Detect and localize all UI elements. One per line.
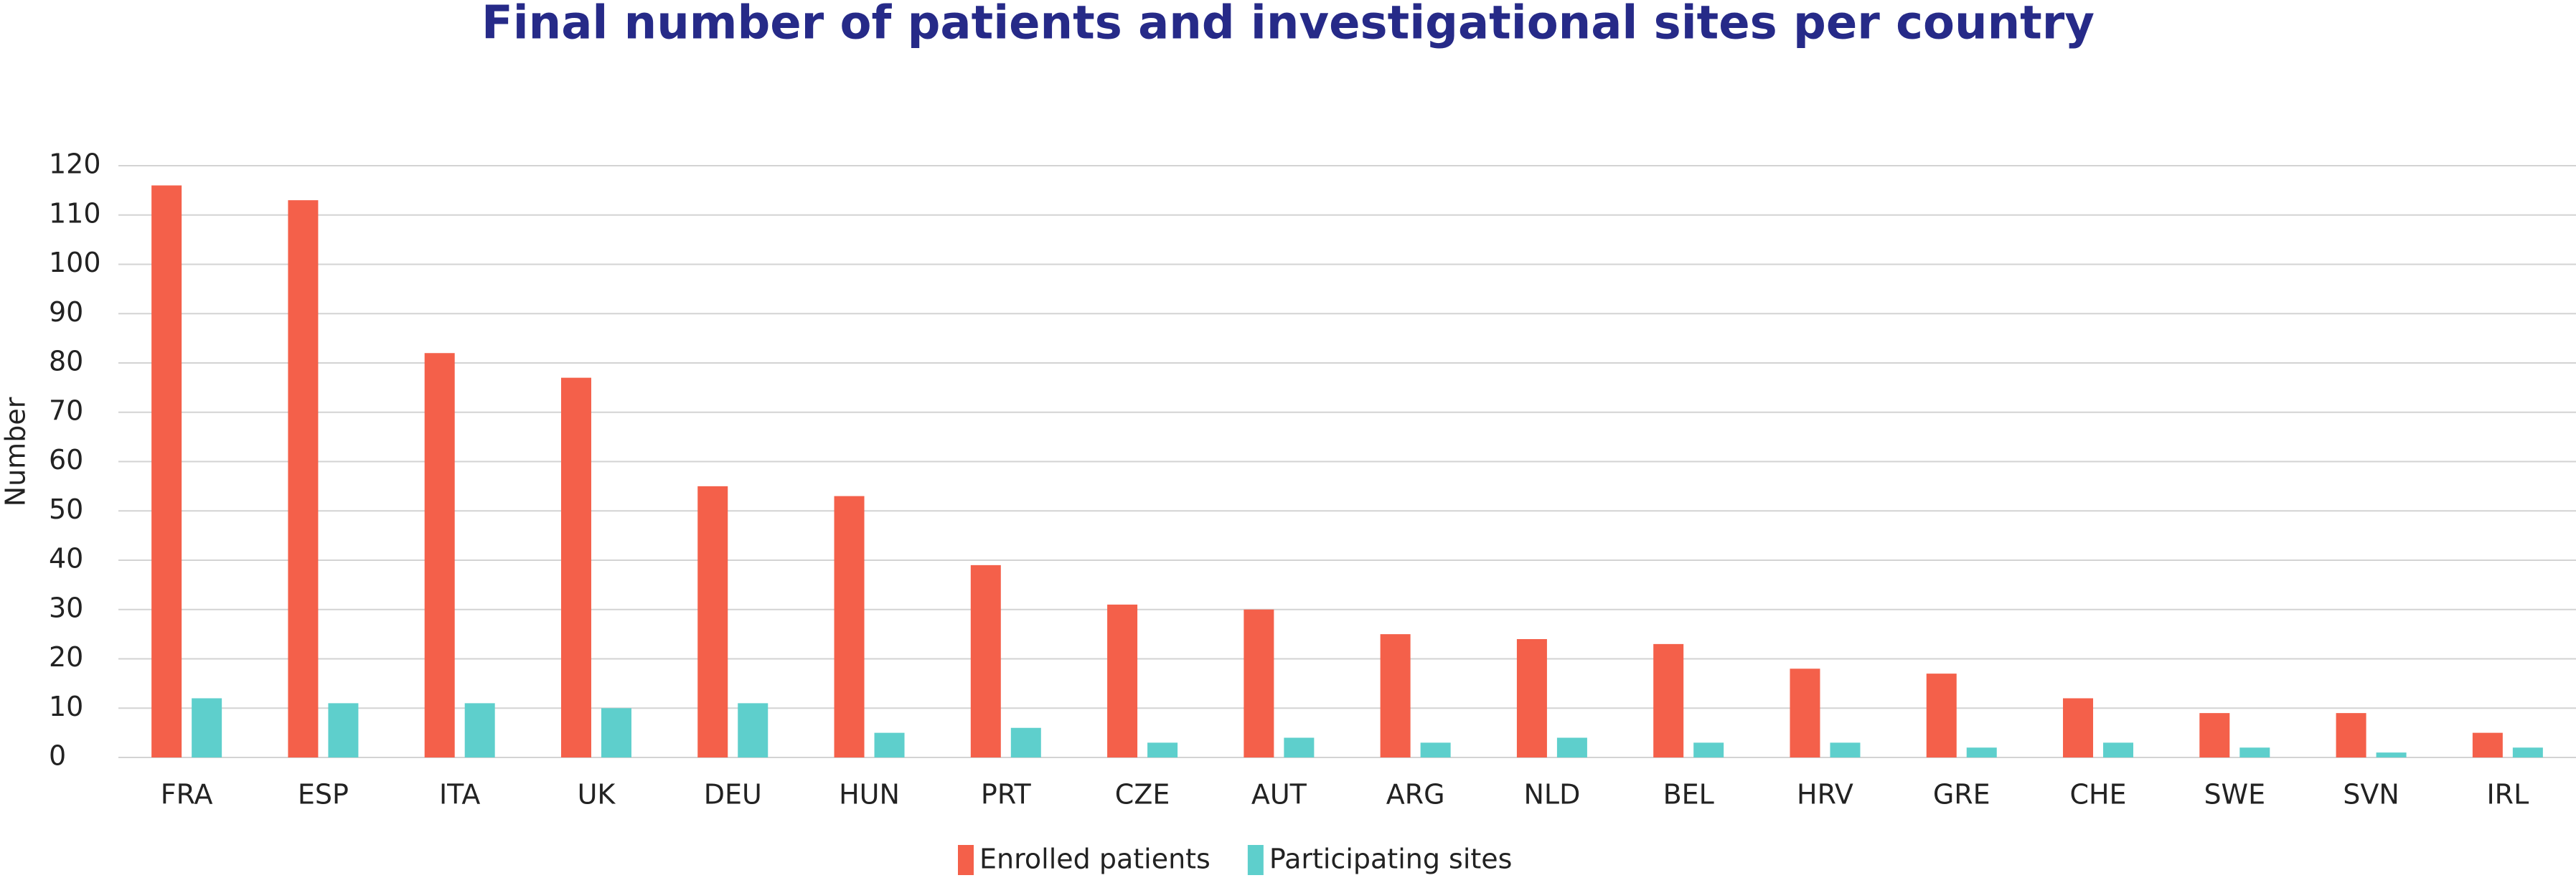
y-tick-label: 70 [49,395,83,426]
bar [424,353,455,757]
x-tick-label: HRV [1797,779,1853,811]
bar [192,698,222,757]
bar [601,708,631,757]
y-tick-label: 50 [49,493,83,525]
bar [1244,609,1274,757]
bar [2103,742,2134,757]
bar [1693,742,1724,757]
y-tick-label: 100 [49,247,101,278]
legend-label: Participating sites [1269,844,1513,875]
bar [697,486,728,757]
bar [1420,742,1451,757]
x-tick-label: ITA [439,779,480,811]
x-tick-label: SVN [2343,779,2399,811]
x-tick-label: DEU [704,779,762,811]
x-tick-label: UK [578,779,616,811]
bar [1790,669,1820,757]
chart-title: Final number of patients and investigati… [481,0,2095,50]
x-tick-label: CHE [2069,779,2126,811]
y-tick-label: 110 [49,197,101,229]
y-axis-label: Number [0,397,32,506]
bar [1107,604,1138,757]
bar [328,703,359,757]
x-tick-label: ESP [298,779,349,811]
bar [2376,752,2407,757]
bar [834,496,865,757]
bar [1966,747,1997,757]
bar [2336,713,2366,757]
y-tick-label: 120 [49,148,101,180]
legend-swatch [1247,845,1264,875]
y-tick-label: 30 [49,592,83,623]
y-tick-label: 0 [49,740,66,772]
legend-label: Enrolled patients [979,844,1211,875]
bar [1830,742,1861,757]
y-tick-label: 90 [49,296,83,328]
bar [2199,713,2230,757]
x-tick-label: GRE [1933,779,1990,811]
y-tick-label: 10 [49,691,83,722]
x-tick-label: NLD [1523,779,1580,811]
bar [2472,732,2503,757]
x-tick-label: SWE [2204,779,2265,811]
x-tick-label: BEL [1663,779,1714,811]
bar [560,377,591,757]
bar [1010,727,1041,757]
x-tick-label: CZE [1115,779,1170,811]
bar [2512,747,2543,757]
bar [1926,674,1957,757]
y-tick-label: 60 [49,444,83,476]
y-tick-label: 20 [49,641,83,673]
bar [738,703,768,757]
x-tick-label: PRT [981,779,1032,811]
bar [288,200,319,757]
bar [2063,698,2094,757]
x-tick-label: ARG [1386,779,1445,811]
bar [464,703,495,757]
bar [1516,639,1547,757]
bar [151,185,182,757]
x-tick-label: AUT [1251,779,1307,811]
y-tick-label: 40 [49,543,83,575]
bar [970,565,1001,757]
legend-swatch [958,845,974,875]
bar [1147,742,1178,757]
bar [874,732,905,757]
bar [1556,737,1587,757]
bar [2239,747,2270,757]
y-tick-label: 80 [49,346,83,377]
x-tick-label: IRL [2486,779,2529,811]
bar [1284,737,1315,757]
x-tick-label: FRA [161,779,213,811]
x-tick-label: HUN [839,779,900,811]
bar [1380,634,1411,757]
bar [1653,643,1684,757]
